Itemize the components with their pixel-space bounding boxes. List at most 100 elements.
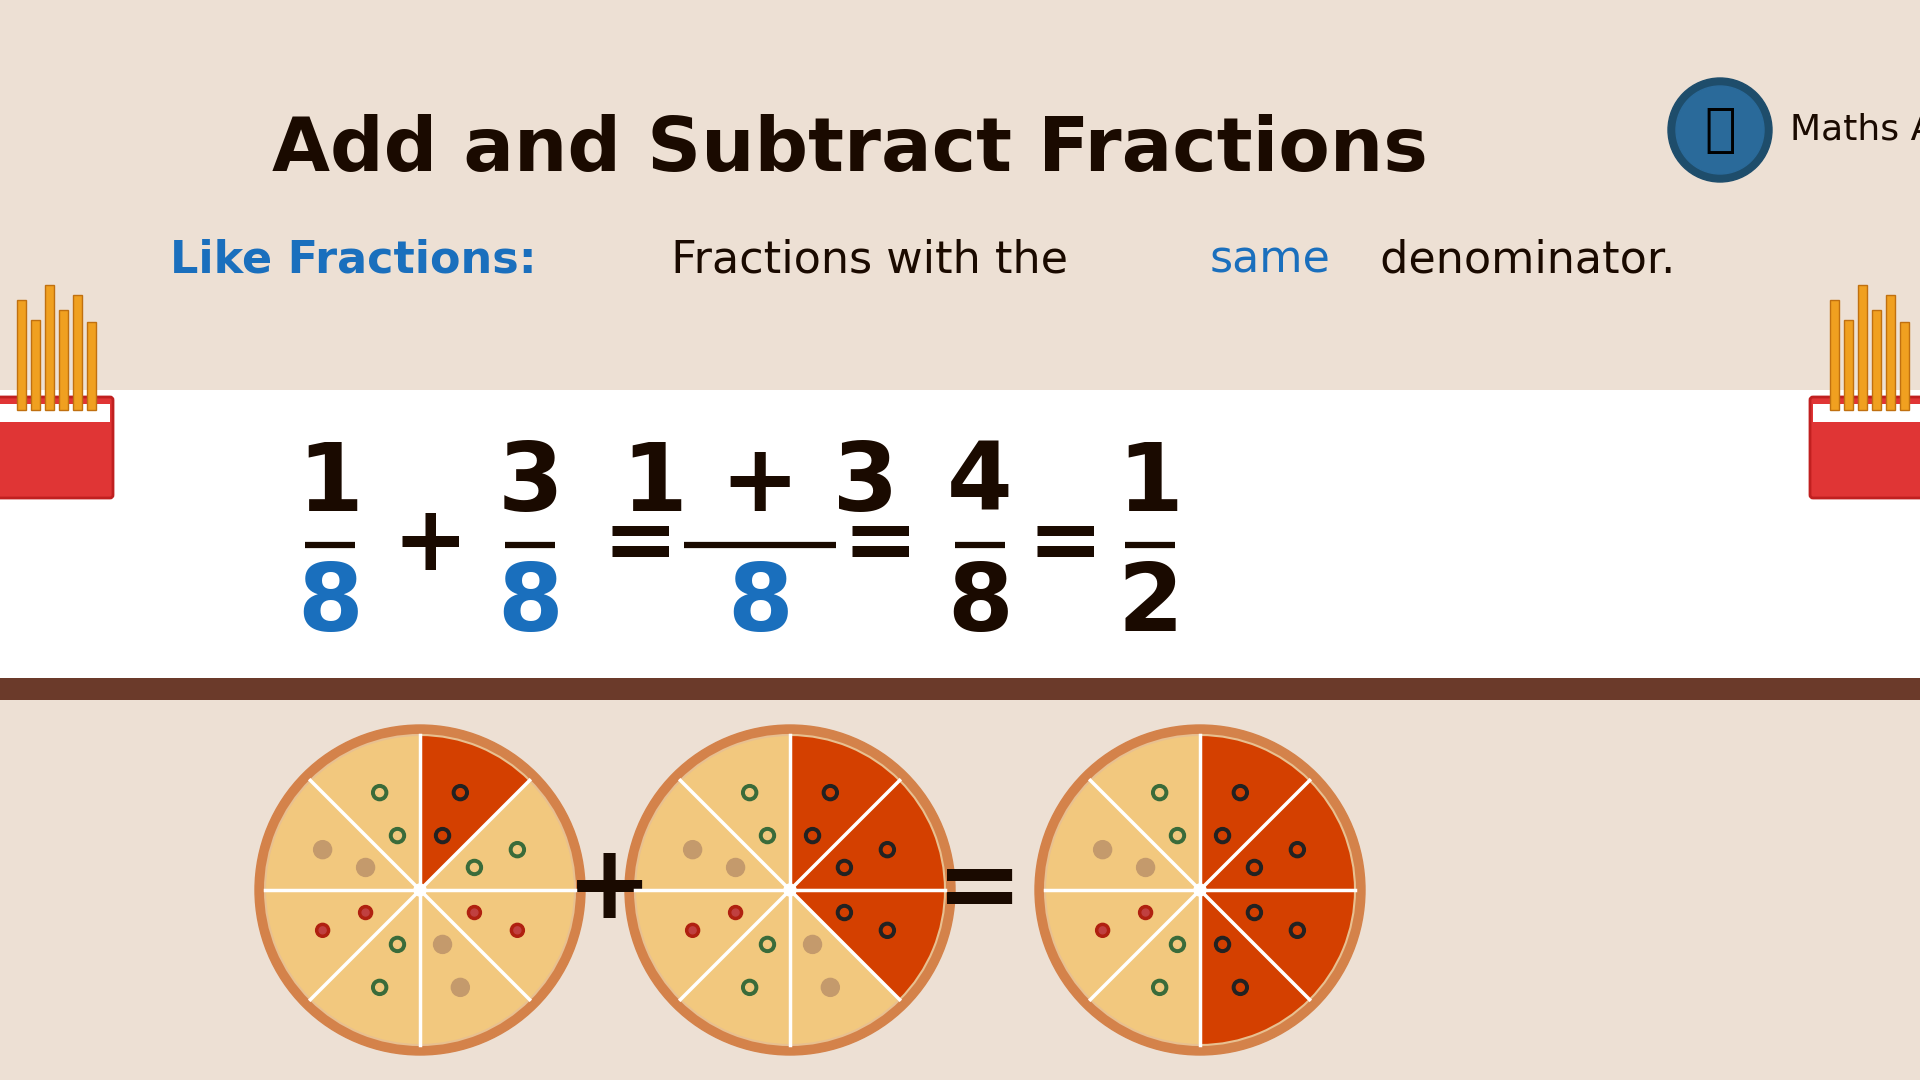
Text: 1: 1	[1117, 438, 1183, 531]
Circle shape	[372, 980, 388, 996]
Circle shape	[415, 885, 426, 896]
Bar	[31, 320, 40, 410]
Bar	[1830, 300, 1839, 410]
Circle shape	[1173, 832, 1181, 839]
Text: same: same	[1210, 239, 1331, 282]
Circle shape	[438, 832, 447, 839]
Circle shape	[359, 905, 372, 919]
Circle shape	[511, 923, 524, 937]
Circle shape	[879, 922, 895, 939]
Circle shape	[684, 840, 701, 859]
Text: =: =	[843, 501, 918, 589]
Bar	[1859, 285, 1866, 410]
Circle shape	[467, 905, 482, 919]
Wedge shape	[636, 890, 789, 1000]
Circle shape	[470, 863, 478, 872]
Wedge shape	[1200, 735, 1309, 890]
Text: 8: 8	[947, 559, 1014, 651]
Wedge shape	[789, 890, 900, 1045]
Circle shape	[434, 935, 451, 954]
Circle shape	[1215, 827, 1231, 843]
Circle shape	[1236, 788, 1244, 797]
Text: 8: 8	[728, 559, 793, 651]
Circle shape	[1173, 941, 1181, 948]
Circle shape	[837, 860, 852, 876]
Circle shape	[390, 936, 405, 953]
Circle shape	[626, 725, 954, 1055]
Text: =: =	[937, 839, 1023, 941]
Circle shape	[689, 927, 697, 934]
Circle shape	[745, 984, 755, 991]
Circle shape	[1233, 785, 1248, 800]
Circle shape	[732, 909, 739, 916]
Wedge shape	[789, 735, 900, 890]
Circle shape	[1152, 785, 1167, 800]
Circle shape	[394, 832, 401, 839]
Wedge shape	[1200, 781, 1356, 890]
Circle shape	[841, 863, 849, 872]
Bar	[73, 295, 83, 410]
Bar	[17, 300, 27, 410]
Bar	[44, 285, 54, 410]
Text: Maths Angel: Maths Angel	[1789, 113, 1920, 147]
FancyBboxPatch shape	[0, 397, 113, 498]
Circle shape	[457, 788, 465, 797]
Circle shape	[390, 827, 405, 843]
Circle shape	[804, 827, 820, 843]
Text: 8: 8	[497, 559, 563, 651]
Circle shape	[1156, 788, 1164, 797]
Text: denominator.: denominator.	[1365, 239, 1674, 282]
Circle shape	[315, 923, 330, 937]
Wedge shape	[1044, 781, 1200, 890]
Text: 3: 3	[497, 438, 563, 531]
Circle shape	[726, 859, 745, 877]
Wedge shape	[789, 890, 945, 1000]
Circle shape	[394, 941, 401, 948]
Circle shape	[357, 859, 374, 877]
Circle shape	[1668, 78, 1772, 183]
Circle shape	[760, 936, 776, 953]
Text: 4: 4	[947, 438, 1014, 531]
Circle shape	[313, 840, 332, 859]
Circle shape	[741, 980, 758, 996]
Text: +: +	[392, 501, 468, 589]
Text: 🦊: 🦊	[1705, 104, 1736, 156]
Circle shape	[376, 788, 384, 797]
Wedge shape	[420, 735, 530, 890]
Circle shape	[1094, 840, 1112, 859]
Wedge shape	[311, 890, 420, 1045]
Circle shape	[255, 725, 586, 1055]
Text: 1: 1	[298, 438, 363, 531]
Wedge shape	[1200, 890, 1309, 1045]
Wedge shape	[265, 781, 420, 890]
Circle shape	[453, 785, 468, 800]
Circle shape	[1290, 922, 1306, 939]
Circle shape	[1246, 905, 1263, 920]
Text: 1 + 3: 1 + 3	[622, 438, 899, 531]
Text: 2: 2	[1117, 559, 1183, 651]
Circle shape	[764, 832, 772, 839]
Wedge shape	[420, 781, 574, 890]
Circle shape	[467, 860, 482, 876]
FancyBboxPatch shape	[1811, 397, 1920, 498]
Circle shape	[319, 927, 326, 934]
Circle shape	[685, 923, 699, 937]
Bar	[0, 404, 109, 422]
Circle shape	[841, 908, 849, 917]
Circle shape	[1219, 832, 1227, 839]
Circle shape	[808, 832, 816, 839]
Circle shape	[1156, 984, 1164, 991]
Circle shape	[1137, 859, 1154, 877]
Circle shape	[822, 978, 839, 997]
Circle shape	[376, 984, 384, 991]
Circle shape	[741, 785, 758, 800]
Circle shape	[363, 909, 369, 916]
Wedge shape	[680, 735, 789, 890]
Wedge shape	[680, 890, 789, 1045]
Circle shape	[1215, 936, 1231, 953]
Circle shape	[1294, 927, 1302, 934]
Circle shape	[879, 841, 895, 858]
Circle shape	[1035, 725, 1365, 1055]
Wedge shape	[1200, 890, 1356, 1000]
Circle shape	[804, 935, 822, 954]
